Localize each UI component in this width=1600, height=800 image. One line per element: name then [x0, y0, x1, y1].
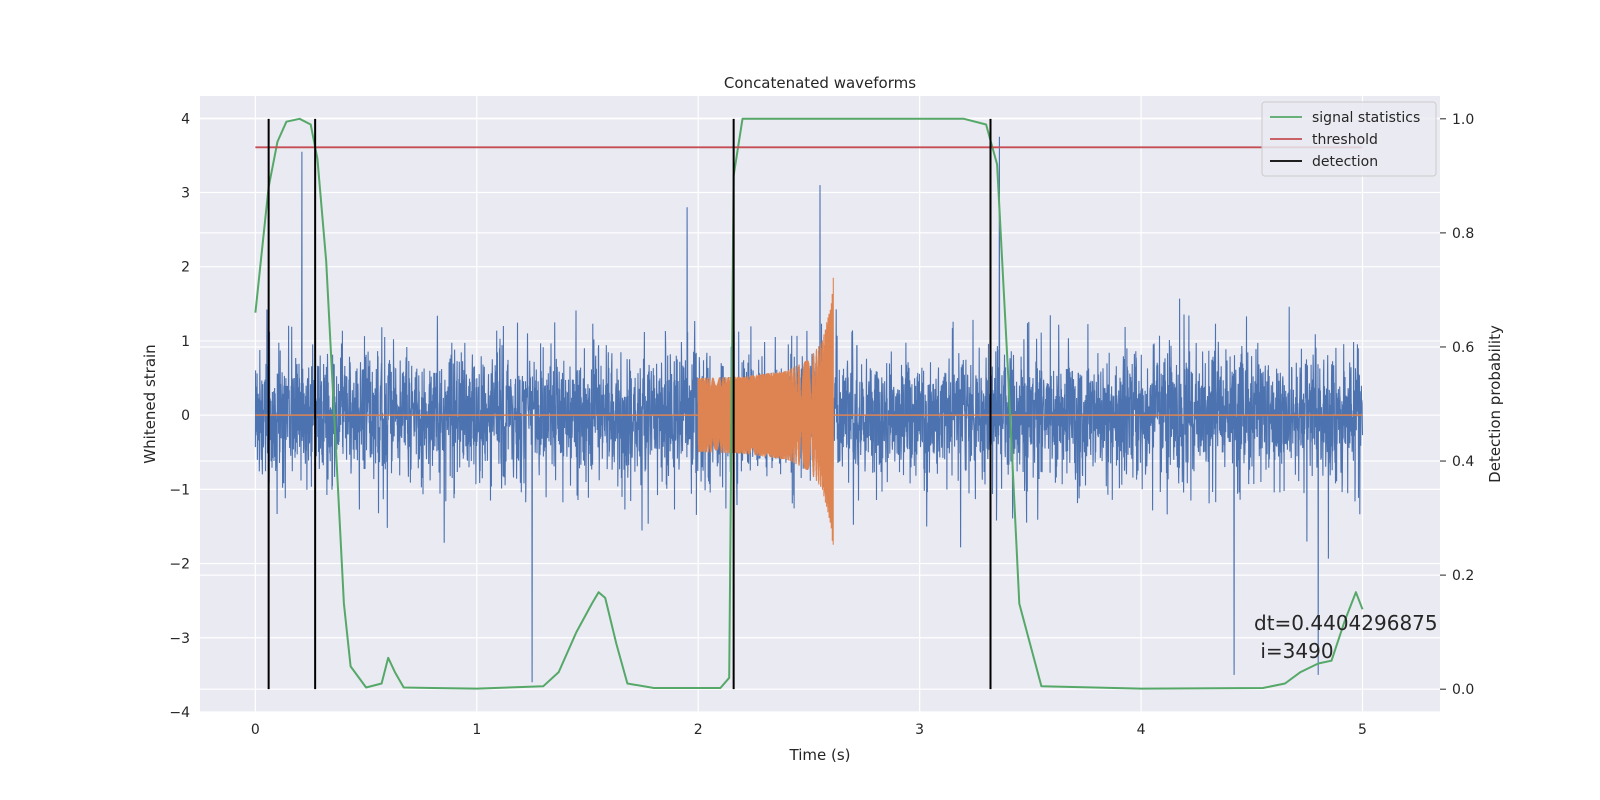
y-tick-label: −2: [169, 557, 190, 573]
y-axis: −4 −3 −2 −1 0 1 2 3 4: [169, 111, 190, 721]
x-tick-label: 0: [251, 722, 260, 738]
x-axis: 0 1 2 3 4 5: [251, 722, 1367, 738]
series-injected-waveform: [697, 277, 834, 545]
x-axis-label: Time (s): [789, 746, 851, 764]
y2-tick-label: 0.2: [1452, 568, 1474, 584]
y2-tick-label: 1.0: [1452, 112, 1474, 128]
x-tick-label: 4: [1137, 722, 1146, 738]
x-tick-label: 3: [915, 722, 924, 738]
y2-tick-label: 0.6: [1452, 340, 1474, 356]
y2-tick-label: 0.0: [1452, 682, 1474, 698]
legend-label-signal-statistics: signal statistics: [1312, 110, 1420, 126]
annotation-index: i=3490: [1254, 639, 1334, 663]
x-tick-label: 2: [694, 722, 703, 738]
legend: signal statistics threshold detection: [1261, 101, 1437, 177]
annotation-dt: dt=0.4404296875: [1254, 611, 1438, 635]
y2-axis: 0.0 0.2 0.4 0.6 0.8 1.0: [1440, 112, 1474, 698]
y-tick-label: 0: [181, 408, 190, 424]
y2-tick-label: 0.4: [1452, 454, 1474, 470]
x-tick-label: 1: [472, 722, 481, 738]
chart-title: Concatenated waveforms: [724, 74, 916, 92]
y2-axis-label: Detection probability: [1486, 325, 1504, 483]
legend-label-detection: detection: [1312, 154, 1378, 170]
legend-frame: [1261, 101, 1437, 177]
y2-tick-label: 0.8: [1452, 226, 1474, 242]
y-tick-label: −1: [169, 482, 190, 498]
x-tick-label: 5: [1358, 722, 1367, 738]
y-axis-label: Whitened strain: [141, 344, 159, 463]
y-tick-label: 4: [181, 111, 190, 127]
series-layer: [254, 117, 1364, 690]
y-tick-label: −3: [169, 631, 190, 647]
legend-label-threshold: threshold: [1312, 132, 1378, 148]
y-tick-label: 2: [181, 260, 190, 276]
y-tick-label: −4: [169, 705, 190, 721]
series-signal-statistics: [254, 117, 1364, 690]
y-tick-label: 1: [181, 334, 190, 350]
y-tick-label: 3: [181, 185, 190, 201]
